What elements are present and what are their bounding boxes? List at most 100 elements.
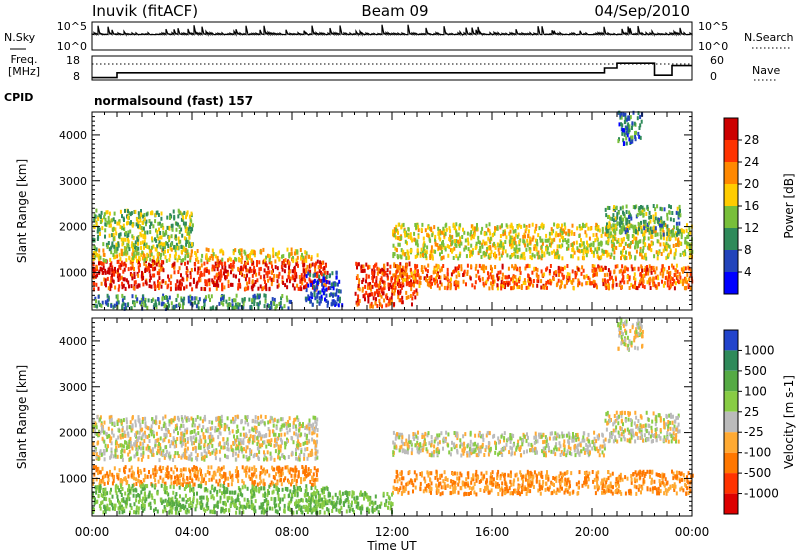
power-ytick-label: 4000 <box>59 129 87 142</box>
power-cell <box>645 271 648 276</box>
power-cell <box>640 220 642 225</box>
power-cell <box>173 304 176 309</box>
power-cell <box>367 295 370 300</box>
power-cell <box>376 304 379 308</box>
power-cell <box>168 295 171 300</box>
power-cell <box>114 285 117 290</box>
power-cell <box>663 281 666 286</box>
power-cell <box>357 294 360 299</box>
power-cell <box>128 284 130 289</box>
power-cell <box>216 258 219 263</box>
power-cell <box>478 276 480 281</box>
power-cell <box>608 221 611 226</box>
velocity-cell <box>323 510 326 515</box>
power-cell <box>643 230 646 235</box>
power-cell <box>220 297 222 302</box>
power-cell <box>458 226 461 231</box>
power-cell <box>166 295 168 300</box>
freq-tick-top: 18 <box>66 54 80 67</box>
power-cell <box>527 278 530 283</box>
power-cell <box>558 238 561 243</box>
power-cell <box>662 248 665 253</box>
velocity-cell <box>135 482 138 486</box>
velocity-cell <box>120 504 123 509</box>
power-cell <box>281 306 284 311</box>
power-cell <box>513 236 516 241</box>
power-cell <box>203 304 206 309</box>
power-cell <box>148 245 151 250</box>
power-cell <box>358 278 361 283</box>
power-cell <box>466 269 469 274</box>
power-cell <box>100 281 103 286</box>
velocity-cell <box>223 481 226 486</box>
power-cell <box>111 233 114 238</box>
power-cell <box>673 233 676 238</box>
power-cell <box>93 287 95 292</box>
power-cell <box>180 273 182 278</box>
power-cell <box>158 221 161 226</box>
power-cell <box>669 230 672 235</box>
power-cell <box>426 245 429 250</box>
power-cell <box>571 223 574 228</box>
velocity-cell <box>301 510 304 515</box>
power-cell <box>648 264 651 269</box>
power-cell <box>502 229 505 234</box>
power-cell <box>390 278 393 283</box>
power-cell <box>650 248 653 253</box>
power-cell <box>435 278 437 283</box>
power-cell <box>651 234 654 239</box>
power-cell <box>258 267 261 272</box>
power-cell <box>415 288 418 293</box>
power-cell <box>251 279 254 284</box>
power-cell <box>592 243 595 248</box>
power-cell <box>669 278 672 283</box>
power-cell <box>666 228 669 233</box>
power-cell <box>609 231 612 236</box>
power-cell <box>115 294 118 299</box>
power-cell <box>94 274 97 279</box>
power-cell <box>164 307 167 311</box>
power-cell <box>628 215 630 220</box>
velocity-cell <box>271 506 274 511</box>
power-cell <box>424 267 427 272</box>
power-cell <box>186 277 189 282</box>
power-cell <box>462 279 465 284</box>
velocity-cell <box>100 501 103 506</box>
power-cell <box>449 238 452 243</box>
velocity-cell <box>183 506 186 511</box>
power-cell <box>390 285 393 290</box>
power-cell <box>636 244 639 249</box>
power-cell <box>511 253 514 258</box>
velocity-cell <box>294 465 297 470</box>
power-cell <box>525 264 528 269</box>
power-cell <box>431 256 434 261</box>
power-cell <box>431 281 433 286</box>
power-cell <box>379 285 382 290</box>
power-cell <box>314 287 317 292</box>
power-cell <box>666 283 669 288</box>
power-cell <box>185 240 188 244</box>
power-cell <box>425 277 427 282</box>
power-cell <box>586 246 589 251</box>
power-cell <box>160 216 163 221</box>
power-cell <box>466 237 469 242</box>
power-cell <box>167 234 170 239</box>
power-cell <box>146 252 149 257</box>
power-cell <box>275 274 278 279</box>
power-cell <box>120 252 123 257</box>
power-cell <box>504 283 507 287</box>
power-cell <box>586 243 589 248</box>
velocity-cell <box>206 507 209 512</box>
power-cell <box>110 250 113 255</box>
power-cell <box>175 303 178 308</box>
power-cell <box>656 239 659 244</box>
velocity-cell <box>275 509 278 514</box>
velocity-cell <box>147 494 150 499</box>
power-cell <box>561 267 564 271</box>
power-cell <box>625 136 628 141</box>
power-cell <box>113 249 116 254</box>
power-cell <box>518 268 521 273</box>
power-cell <box>461 235 464 239</box>
power-cell <box>149 230 152 235</box>
power-cell <box>453 246 456 251</box>
